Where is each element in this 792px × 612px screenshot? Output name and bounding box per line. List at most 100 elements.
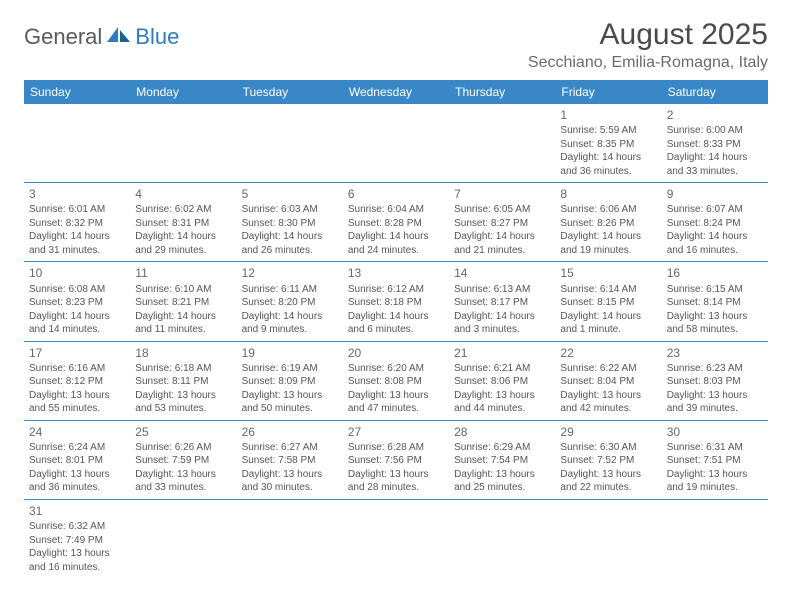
sunset-line: Sunset: 8:21 PM: [135, 296, 231, 310]
calendar-cell-empty: [555, 499, 661, 578]
sunset-line: Sunset: 8:33 PM: [667, 138, 763, 152]
day-number: 21: [454, 345, 550, 361]
sunrise-line: Sunrise: 6:22 AM: [560, 362, 656, 376]
calendar-row: 1Sunrise: 5:59 AMSunset: 8:35 PMDaylight…: [24, 104, 768, 183]
calendar-cell: 2Sunrise: 6:00 AMSunset: 8:33 PMDaylight…: [662, 104, 768, 183]
daylight-line: Daylight: 14 hours and 1 minute.: [560, 310, 656, 337]
calendar-cell: 19Sunrise: 6:19 AMSunset: 8:09 PMDayligh…: [237, 341, 343, 420]
calendar-cell-empty: [237, 499, 343, 578]
calendar-row: 3Sunrise: 6:01 AMSunset: 8:32 PMDaylight…: [24, 183, 768, 262]
calendar-cell: 1Sunrise: 5:59 AMSunset: 8:35 PMDaylight…: [555, 104, 661, 183]
daylight-line: Daylight: 14 hours and 11 minutes.: [135, 310, 231, 337]
calendar-cell: 16Sunrise: 6:15 AMSunset: 8:14 PMDayligh…: [662, 262, 768, 341]
sunset-line: Sunset: 7:56 PM: [348, 454, 444, 468]
sunrise-line: Sunrise: 6:29 AM: [454, 441, 550, 455]
sunrise-line: Sunrise: 6:26 AM: [135, 441, 231, 455]
sunrise-line: Sunrise: 6:13 AM: [454, 283, 550, 297]
calendar-cell: 22Sunrise: 6:22 AMSunset: 8:04 PMDayligh…: [555, 341, 661, 420]
calendar-cell: 6Sunrise: 6:04 AMSunset: 8:28 PMDaylight…: [343, 183, 449, 262]
calendar-cell: 4Sunrise: 6:02 AMSunset: 8:31 PMDaylight…: [130, 183, 236, 262]
sunrise-line: Sunrise: 6:23 AM: [667, 362, 763, 376]
sunset-line: Sunset: 8:23 PM: [29, 296, 125, 310]
sunset-line: Sunset: 8:15 PM: [560, 296, 656, 310]
day-number: 26: [242, 424, 338, 440]
calendar-cell: 3Sunrise: 6:01 AMSunset: 8:32 PMDaylight…: [24, 183, 130, 262]
daylight-line: Daylight: 13 hours and 36 minutes.: [29, 468, 125, 495]
day-number: 7: [454, 186, 550, 202]
title-block: August 2025 Secchiano, Emilia-Romagna, I…: [528, 18, 768, 72]
daylight-line: Daylight: 13 hours and 47 minutes.: [348, 389, 444, 416]
daylight-line: Daylight: 14 hours and 26 minutes.: [242, 230, 338, 257]
weekday-header: Tuesday: [237, 80, 343, 104]
calendar-cell: 20Sunrise: 6:20 AMSunset: 8:08 PMDayligh…: [343, 341, 449, 420]
day-number: 5: [242, 186, 338, 202]
calendar-cell-empty: [449, 104, 555, 183]
logo: General Blue: [24, 24, 179, 50]
daylight-line: Daylight: 13 hours and 42 minutes.: [560, 389, 656, 416]
sunrise-line: Sunrise: 6:21 AM: [454, 362, 550, 376]
calendar-row: 17Sunrise: 6:16 AMSunset: 8:12 PMDayligh…: [24, 341, 768, 420]
calendar-cell: 10Sunrise: 6:08 AMSunset: 8:23 PMDayligh…: [24, 262, 130, 341]
sunrise-line: Sunrise: 6:05 AM: [454, 203, 550, 217]
calendar-cell: 13Sunrise: 6:12 AMSunset: 8:18 PMDayligh…: [343, 262, 449, 341]
daylight-line: Daylight: 13 hours and 19 minutes.: [667, 468, 763, 495]
daylight-line: Daylight: 14 hours and 19 minutes.: [560, 230, 656, 257]
day-number: 14: [454, 265, 550, 281]
day-number: 29: [560, 424, 656, 440]
daylight-line: Daylight: 13 hours and 58 minutes.: [667, 310, 763, 337]
day-number: 13: [348, 265, 444, 281]
daylight-line: Daylight: 14 hours and 36 minutes.: [560, 151, 656, 178]
logo-sail-icon: [106, 25, 132, 50]
sunrise-line: Sunrise: 6:06 AM: [560, 203, 656, 217]
sunset-line: Sunset: 8:26 PM: [560, 217, 656, 231]
weekday-header-row: Sunday Monday Tuesday Wednesday Thursday…: [24, 80, 768, 104]
calendar-cell: 7Sunrise: 6:05 AMSunset: 8:27 PMDaylight…: [449, 183, 555, 262]
daylight-line: Daylight: 14 hours and 9 minutes.: [242, 310, 338, 337]
calendar-cell: 21Sunrise: 6:21 AMSunset: 8:06 PMDayligh…: [449, 341, 555, 420]
sunrise-line: Sunrise: 6:24 AM: [29, 441, 125, 455]
sunrise-line: Sunrise: 6:07 AM: [667, 203, 763, 217]
day-number: 20: [348, 345, 444, 361]
day-number: 27: [348, 424, 444, 440]
calendar-cell: 15Sunrise: 6:14 AMSunset: 8:15 PMDayligh…: [555, 262, 661, 341]
daylight-line: Daylight: 14 hours and 14 minutes.: [29, 310, 125, 337]
sunset-line: Sunset: 7:59 PM: [135, 454, 231, 468]
calendar-cell-empty: [343, 499, 449, 578]
sunrise-line: Sunrise: 6:20 AM: [348, 362, 444, 376]
day-number: 11: [135, 265, 231, 281]
day-number: 25: [135, 424, 231, 440]
sunset-line: Sunset: 8:32 PM: [29, 217, 125, 231]
day-number: 18: [135, 345, 231, 361]
logo-text-blue: Blue: [135, 24, 179, 50]
calendar-cell: 12Sunrise: 6:11 AMSunset: 8:20 PMDayligh…: [237, 262, 343, 341]
sunrise-line: Sunrise: 6:15 AM: [667, 283, 763, 297]
sunset-line: Sunset: 8:27 PM: [454, 217, 550, 231]
sunset-line: Sunset: 8:09 PM: [242, 375, 338, 389]
day-number: 6: [348, 186, 444, 202]
calendar-cell: 28Sunrise: 6:29 AMSunset: 7:54 PMDayligh…: [449, 420, 555, 499]
daylight-line: Daylight: 13 hours and 25 minutes.: [454, 468, 550, 495]
day-number: 22: [560, 345, 656, 361]
location: Secchiano, Emilia-Romagna, Italy: [528, 54, 768, 72]
calendar-cell-empty: [24, 104, 130, 183]
sunrise-line: Sunrise: 5:59 AM: [560, 124, 656, 138]
weekday-header: Sunday: [24, 80, 130, 104]
calendar-body: 1Sunrise: 5:59 AMSunset: 8:35 PMDaylight…: [24, 104, 768, 578]
calendar-row: 31Sunrise: 6:32 AMSunset: 7:49 PMDayligh…: [24, 499, 768, 578]
daylight-line: Daylight: 13 hours and 33 minutes.: [135, 468, 231, 495]
day-number: 4: [135, 186, 231, 202]
day-number: 30: [667, 424, 763, 440]
logo-text-general: General: [24, 24, 102, 50]
sunset-line: Sunset: 8:11 PM: [135, 375, 231, 389]
daylight-line: Daylight: 13 hours and 50 minutes.: [242, 389, 338, 416]
daylight-line: Daylight: 13 hours and 39 minutes.: [667, 389, 763, 416]
calendar-cell: 14Sunrise: 6:13 AMSunset: 8:17 PMDayligh…: [449, 262, 555, 341]
daylight-line: Daylight: 13 hours and 22 minutes.: [560, 468, 656, 495]
sunrise-line: Sunrise: 6:04 AM: [348, 203, 444, 217]
daylight-line: Daylight: 13 hours and 30 minutes.: [242, 468, 338, 495]
calendar-cell-empty: [130, 104, 236, 183]
daylight-line: Daylight: 13 hours and 53 minutes.: [135, 389, 231, 416]
calendar-cell: 31Sunrise: 6:32 AMSunset: 7:49 PMDayligh…: [24, 499, 130, 578]
sunrise-line: Sunrise: 6:28 AM: [348, 441, 444, 455]
daylight-line: Daylight: 13 hours and 44 minutes.: [454, 389, 550, 416]
